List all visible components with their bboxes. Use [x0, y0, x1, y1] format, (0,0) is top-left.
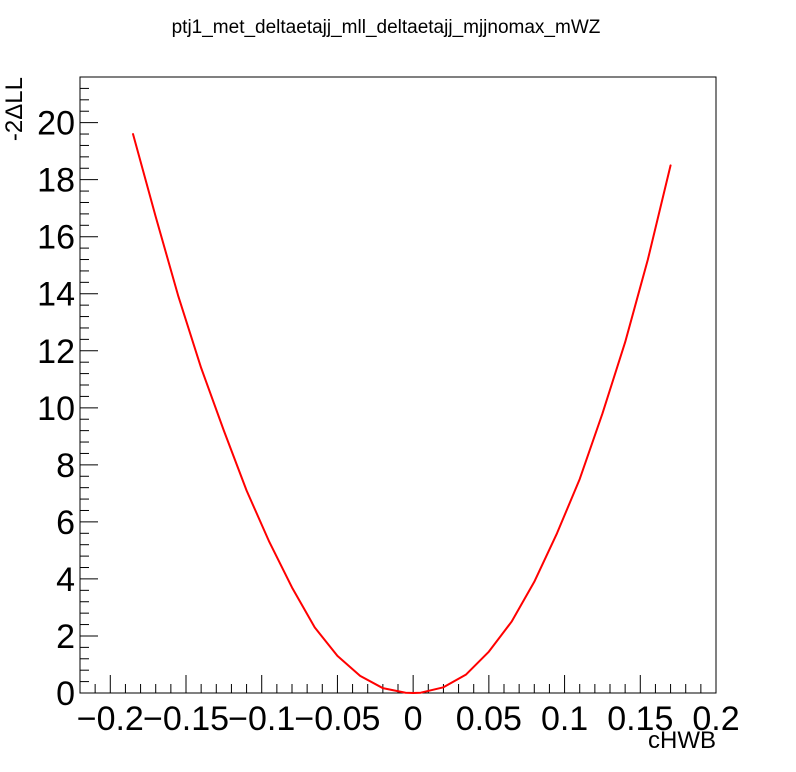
series-layer [132, 133, 672, 694]
y-tick-label: 14 [37, 276, 75, 314]
y-tick-label: 8 [56, 447, 75, 485]
x-tick-label: 0.15 [607, 700, 673, 738]
x-axis-label: cHWB [648, 727, 716, 754]
y-axis: 0 2 4 6 8 10 12 14 16 18 20 [37, 76, 98, 713]
y-axis-label: -2ΔLL [1, 77, 28, 141]
y-tick-label: 0 [56, 675, 75, 713]
x-tick-label: 0.05 [456, 700, 522, 738]
y-tick-label: 12 [37, 333, 75, 371]
y-tick-label: 4 [56, 561, 75, 599]
x-tick-label: −0.1 [228, 700, 295, 738]
y-tick-label: 2 [56, 618, 75, 656]
y-tick-label: 18 [37, 162, 75, 200]
x-tick-label: −0.05 [294, 700, 380, 738]
chart-title: ptj1_met_deltaetajj_mll_deltaetajj_mjjno… [172, 17, 601, 38]
y-tick-label: 16 [37, 219, 75, 257]
x-tick-label: 0 [404, 700, 423, 738]
series-line [132, 133, 672, 694]
y-tick-label: 6 [56, 504, 75, 542]
x-tick-label: 0.1 [541, 700, 588, 738]
x-axis: −0.2 −0.15 −0.1 −0.05 0 0.05 0.1 0.15 0.2 [77, 675, 740, 738]
x-tick-label: 0.2 [692, 700, 739, 738]
plot-frame [79, 76, 717, 694]
x-tick-label: −0.2 [77, 700, 144, 738]
x-tick-label: −0.15 [143, 700, 229, 738]
y-tick-label: 20 [37, 105, 75, 143]
y-tick-label: 10 [37, 390, 75, 428]
